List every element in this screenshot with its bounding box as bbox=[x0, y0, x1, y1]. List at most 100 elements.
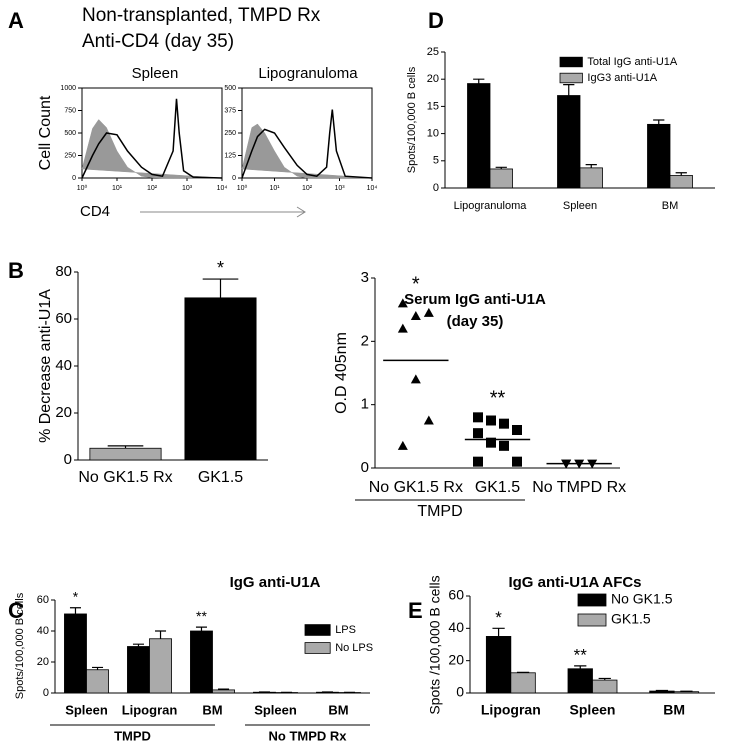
panel-letter: C bbox=[8, 598, 24, 623]
y-tick-label: 1 bbox=[361, 396, 369, 413]
y-tick-label: 0 bbox=[43, 687, 49, 699]
bar bbox=[149, 638, 172, 694]
annotation: * bbox=[495, 608, 502, 627]
y-tick-label: 0 bbox=[361, 459, 369, 476]
error-bar bbox=[195, 626, 207, 631]
error-bar bbox=[585, 164, 597, 168]
y-tick-label: 25 bbox=[427, 46, 439, 58]
x-tick-label: Spleen bbox=[254, 702, 297, 717]
x-axis-label: CD4 bbox=[80, 203, 110, 220]
x-tick-label: Spleen bbox=[563, 200, 597, 212]
y-tick-label: 60 bbox=[55, 310, 72, 327]
x-tick-label: BM bbox=[328, 702, 348, 717]
x-tick-label: GK1.5 bbox=[475, 479, 520, 496]
annotation: ** bbox=[196, 608, 207, 624]
bar bbox=[467, 83, 491, 189]
data-point bbox=[486, 415, 496, 426]
x-tick-label: BM bbox=[202, 702, 222, 717]
y-tick-label: 250 bbox=[224, 130, 236, 137]
group-label: No TMPD Rx bbox=[269, 728, 348, 742]
chart-title: Serum IgG anti-U1A bbox=[404, 291, 546, 308]
y-tick-label: 20 bbox=[448, 651, 464, 667]
x-tick-label: 10¹ bbox=[112, 185, 123, 192]
bar bbox=[592, 679, 618, 694]
subplot-title: Lipogranuloma bbox=[258, 65, 358, 82]
data-point bbox=[473, 428, 483, 439]
histogram-line bbox=[241, 109, 373, 179]
x-tick-label: Spleen bbox=[570, 702, 616, 718]
y-axis-label: O.D 405nm bbox=[333, 332, 350, 414]
axis-arrow-head bbox=[296, 206, 306, 218]
x-tick-label: BM bbox=[663, 702, 685, 718]
y-tick-label: 40 bbox=[55, 357, 72, 374]
y-tick-label: 0 bbox=[64, 451, 72, 468]
error-bar bbox=[675, 172, 687, 176]
data-point bbox=[499, 418, 509, 429]
histogram-line bbox=[81, 98, 223, 179]
x-tick-label: Lipogranuloma bbox=[454, 200, 528, 212]
y-tick-label: 500 bbox=[224, 85, 236, 92]
legend-swatch bbox=[304, 624, 331, 636]
legend-label: Total IgG anti-U1A bbox=[587, 56, 678, 68]
error-bar bbox=[653, 119, 665, 125]
bar bbox=[567, 668, 593, 694]
legend-swatch bbox=[559, 72, 583, 84]
error-bar bbox=[473, 78, 485, 84]
annotation: * bbox=[73, 588, 79, 604]
legend-label: GK1.5 bbox=[611, 611, 651, 627]
bar bbox=[673, 691, 700, 694]
data-point bbox=[397, 298, 408, 308]
legend-label: No LPS bbox=[335, 642, 373, 654]
x-tick-label: No TMPD Rx bbox=[532, 479, 626, 496]
annotation: * bbox=[412, 274, 420, 296]
x-tick-label: 10² bbox=[147, 185, 158, 192]
error-bar bbox=[598, 677, 611, 681]
y-tick-label: 5 bbox=[433, 155, 439, 167]
y-tick-label: 2 bbox=[361, 332, 369, 349]
y-tick-label: 60 bbox=[448, 587, 464, 603]
x-tick-label: 10² bbox=[302, 185, 313, 192]
data-point bbox=[473, 412, 483, 423]
chart-title: Non-transplanted, TMPD Rx bbox=[82, 5, 321, 26]
error-bar bbox=[495, 166, 507, 169]
data-point bbox=[423, 415, 434, 425]
bar bbox=[184, 297, 257, 461]
data-point bbox=[410, 311, 421, 320]
bar bbox=[485, 636, 512, 694]
error-bar bbox=[69, 607, 81, 614]
subplot-title: Spleen bbox=[132, 65, 179, 82]
y-tick-label: 40 bbox=[37, 625, 49, 637]
y-tick-label: 3 bbox=[361, 269, 369, 286]
group-label: TMPD bbox=[114, 728, 151, 742]
chart-title: IgG anti-U1A bbox=[230, 574, 321, 591]
bar bbox=[89, 447, 162, 461]
x-tick-label: 10⁴ bbox=[217, 185, 228, 192]
panel-letter: D bbox=[428, 8, 444, 33]
chart-subtitle: (day 35) bbox=[447, 313, 504, 330]
y-tick-label: 60 bbox=[37, 594, 49, 606]
error-bar bbox=[655, 689, 669, 692]
bar bbox=[190, 630, 213, 694]
y-axis-label: Cell Count bbox=[37, 95, 54, 170]
x-tick-label: No GK1.5 Rx bbox=[369, 479, 463, 496]
histogram-fill bbox=[241, 123, 373, 179]
y-tick-label: 20 bbox=[37, 656, 49, 668]
legend-label: IgG3 anti-U1A bbox=[587, 72, 657, 84]
legend-swatch bbox=[559, 56, 583, 68]
legend-label: No GK1.5 bbox=[611, 591, 673, 607]
error-bar bbox=[155, 630, 167, 639]
y-tick-label: 0 bbox=[72, 175, 76, 182]
legend-swatch bbox=[304, 642, 331, 654]
bar bbox=[510, 672, 536, 694]
annotation: * bbox=[217, 258, 224, 278]
data-point bbox=[397, 323, 408, 333]
y-tick-label: 10 bbox=[427, 128, 439, 140]
x-tick-label: 10³ bbox=[182, 185, 193, 192]
legend-swatch bbox=[577, 613, 607, 627]
y-axis-label: Spots/100,000 B cells bbox=[406, 66, 418, 173]
data-point bbox=[423, 307, 434, 317]
data-point bbox=[473, 456, 483, 467]
x-tick-label: Spleen bbox=[65, 702, 108, 717]
y-axis-label: Spots/100,000 B cells bbox=[14, 592, 26, 699]
